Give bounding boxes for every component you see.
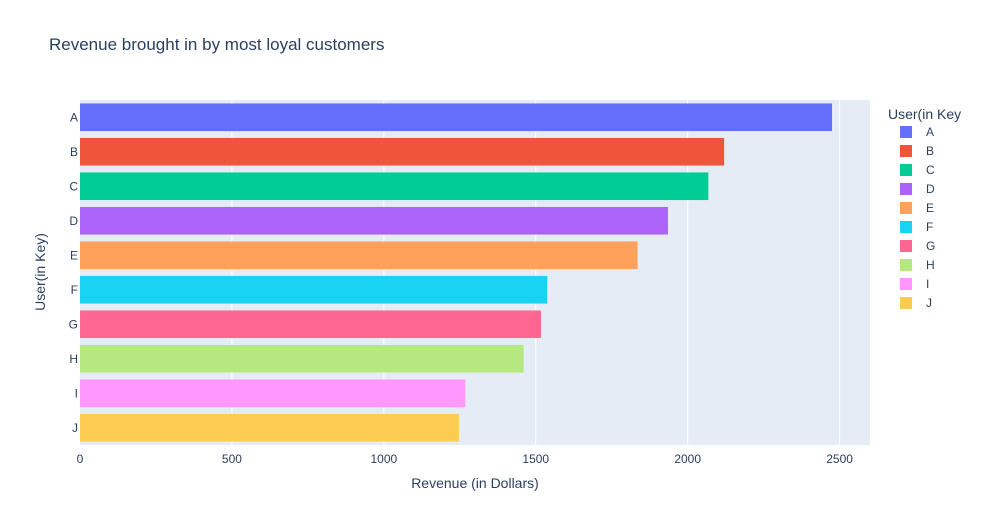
legend-label: D bbox=[926, 182, 935, 196]
legend-swatch bbox=[900, 297, 912, 309]
y-tick-label: D bbox=[69, 214, 78, 228]
legend-item-G[interactable]: G bbox=[900, 239, 935, 253]
legend-label: I bbox=[926, 277, 929, 291]
legend-label: G bbox=[926, 239, 935, 253]
legend-label: A bbox=[926, 125, 934, 139]
legend-swatch bbox=[900, 145, 912, 157]
x-axis-label: Revenue (in Dollars) bbox=[411, 475, 539, 491]
y-axis-label: User(in Key) bbox=[32, 233, 48, 311]
y-tick-label: A bbox=[70, 110, 78, 124]
legend-title: User(in Key bbox=[888, 106, 961, 122]
legend-label: F bbox=[926, 220, 933, 234]
y-tick-label: H bbox=[69, 352, 78, 366]
y-tick-label: C bbox=[69, 179, 78, 193]
bar-G[interactable] bbox=[80, 310, 541, 339]
legend-swatch bbox=[900, 221, 912, 233]
x-tick-label: 0 bbox=[77, 452, 84, 466]
legend-label: B bbox=[926, 144, 934, 158]
legend-label: H bbox=[926, 258, 935, 272]
legend-swatch bbox=[900, 183, 912, 195]
bar-E[interactable] bbox=[80, 241, 638, 270]
legend-item-D[interactable]: D bbox=[900, 182, 935, 196]
x-tick-label: 1500 bbox=[522, 452, 549, 466]
y-tick-label: B bbox=[70, 145, 78, 159]
y-tick-label: J bbox=[72, 421, 78, 435]
legend-swatch bbox=[900, 278, 912, 290]
chart-title: Revenue brought in by most loyal custome… bbox=[49, 35, 384, 54]
legend-swatch bbox=[900, 240, 912, 252]
bar-B[interactable] bbox=[80, 137, 725, 166]
x-tick-label: 500 bbox=[222, 452, 242, 466]
legend-label: E bbox=[926, 201, 934, 215]
legend-item-A[interactable]: A bbox=[900, 125, 934, 139]
legend-label: J bbox=[926, 296, 932, 310]
legend-item-C[interactable]: C bbox=[900, 163, 935, 177]
bar-J[interactable] bbox=[80, 413, 459, 442]
legend-item-E[interactable]: E bbox=[900, 201, 934, 215]
legend-item-H[interactable]: H bbox=[900, 258, 935, 272]
bar-C[interactable] bbox=[80, 172, 709, 201]
y-tick-label: E bbox=[70, 248, 78, 262]
x-tick-label: 1000 bbox=[370, 452, 397, 466]
y-axis-ticks: A B C D E F G H I J bbox=[69, 110, 79, 435]
legend-label: C bbox=[926, 163, 935, 177]
legend-swatch bbox=[900, 126, 912, 138]
legend-swatch bbox=[900, 164, 912, 176]
legend-item-B[interactable]: B bbox=[900, 144, 934, 158]
bar-H[interactable] bbox=[80, 344, 524, 373]
bar-D[interactable] bbox=[80, 206, 668, 235]
y-tick-label: F bbox=[71, 283, 78, 297]
legend-item-J[interactable]: J bbox=[900, 296, 932, 310]
bar-F[interactable] bbox=[80, 275, 548, 304]
y-tick-label: I bbox=[75, 386, 78, 400]
legend-swatch bbox=[900, 202, 912, 214]
x-tick-label: 2000 bbox=[674, 452, 701, 466]
bar-A[interactable] bbox=[80, 103, 833, 132]
x-axis-ticks: 0 500 1000 1500 2000 2500 bbox=[77, 452, 854, 466]
bar-I[interactable] bbox=[80, 379, 466, 408]
legend-item-I[interactable]: I bbox=[900, 277, 929, 291]
x-tick-label: 2500 bbox=[826, 452, 853, 466]
legend-item-F[interactable]: F bbox=[900, 220, 933, 234]
legend-swatch bbox=[900, 259, 912, 271]
y-tick-label: G bbox=[69, 317, 78, 331]
bars bbox=[80, 103, 833, 442]
